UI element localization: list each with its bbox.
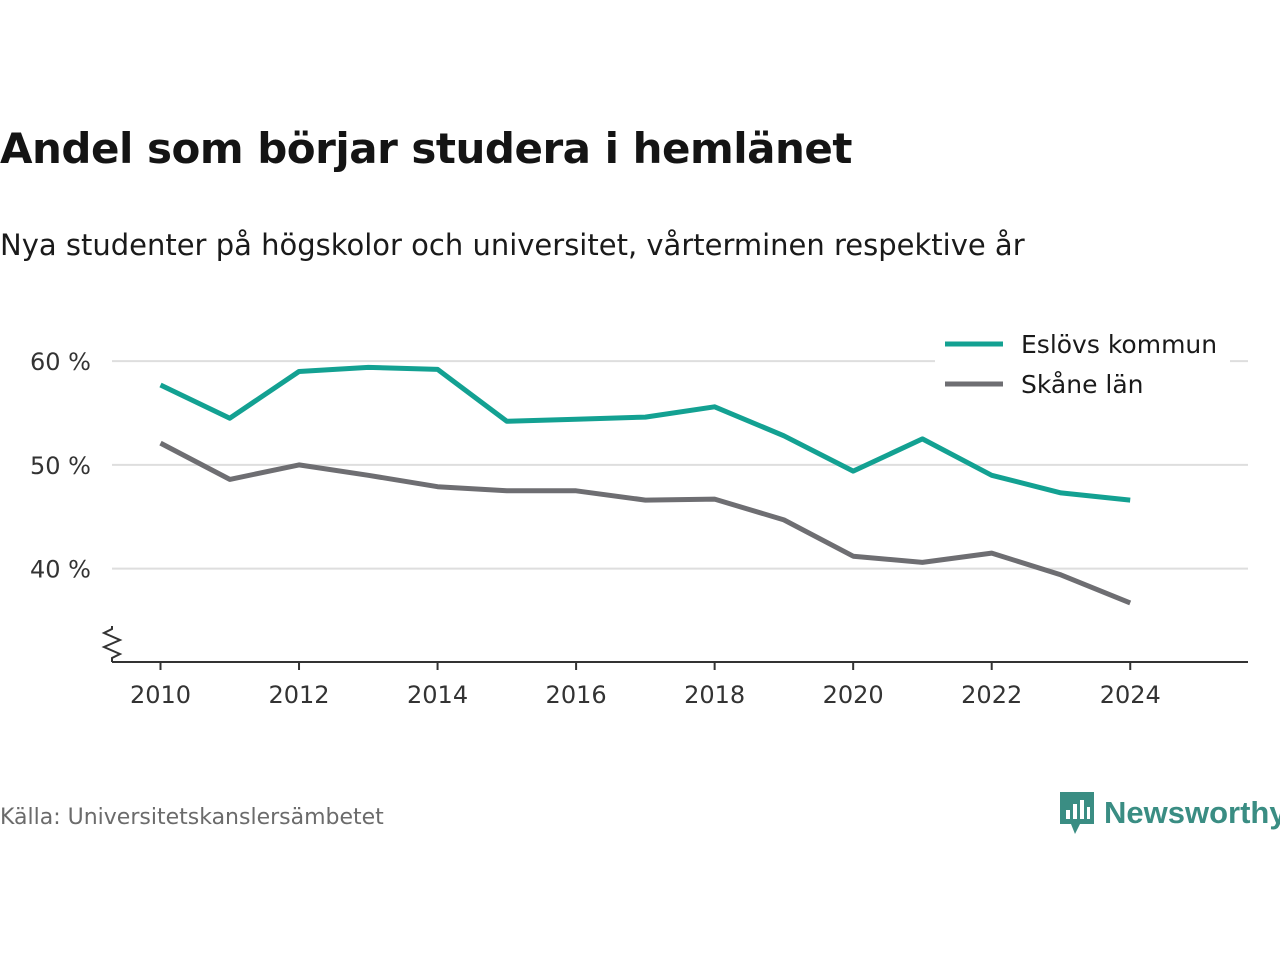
y-tick-label: 40 % — [30, 556, 91, 584]
x-tick-label: 2018 — [684, 681, 745, 709]
series-line-1 — [159, 364, 1131, 503]
x-tick-label: 2010 — [130, 681, 191, 709]
x-tick-label: 2022 — [961, 681, 1022, 709]
x-tick-label: 2014 — [407, 681, 468, 709]
tick-labels: 40 % 50 % 60 % 2010 2012 2014 2016 2018 2020 2022… — [30, 348, 1161, 709]
logo-text: Newsworthy — [1104, 795, 1280, 830]
newsworthy-logo-icon — [1060, 792, 1094, 834]
y-axis-break-icon — [101, 626, 123, 662]
y-tick-label: 50 % — [30, 452, 91, 480]
legend-label-1: Eslövs kommun — [1021, 330, 1217, 359]
x-tick-label: 2016 — [546, 681, 607, 709]
legend-background — [935, 322, 1230, 402]
chart-title: Andel som börjar studera i hemlänet — [0, 124, 853, 173]
series-line-2 — [159, 440, 1132, 606]
source-note: Källa: Universitetskanslersämbetet — [0, 805, 384, 830]
x-tick-label: 2024 — [1100, 681, 1161, 709]
axes — [101, 626, 1248, 670]
legend: Eslövs kommun Skåne län — [935, 322, 1230, 402]
x-tick-label: 2012 — [268, 681, 329, 709]
newsworthy-logo: Newsworthy — [1058, 790, 1280, 836]
y-tick-label: 60 % — [30, 348, 91, 376]
chart-subtitle: Nya studenter på högskolor och universit… — [0, 228, 1025, 262]
legend-label-2: Skåne län — [1021, 370, 1144, 399]
series-lines — [159, 364, 1132, 606]
x-tick-label: 2020 — [823, 681, 884, 709]
